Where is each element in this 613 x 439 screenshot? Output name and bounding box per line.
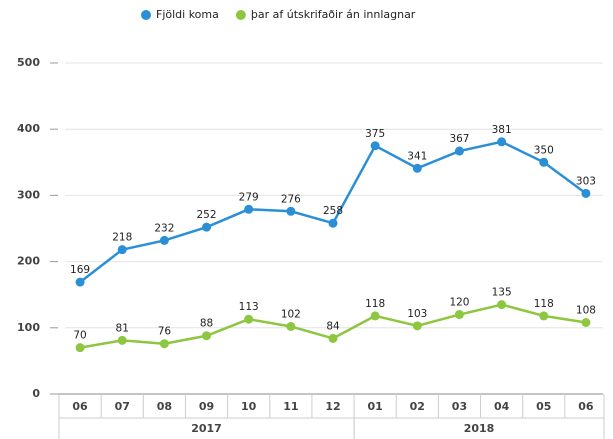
data-label: 118	[534, 298, 554, 310]
data-label: 81	[116, 322, 129, 334]
y-tick-label: 200	[17, 255, 40, 268]
data-point	[286, 321, 296, 331]
x-tick-label: 11	[283, 400, 298, 413]
data-label: 252	[197, 209, 217, 221]
legend-marker	[235, 10, 246, 20]
data-point	[497, 137, 507, 147]
data-point	[454, 146, 464, 156]
x-tick-label: 07	[115, 400, 130, 413]
data-point	[159, 235, 169, 245]
x-tick-label: 09	[199, 400, 214, 413]
data-label: 113	[239, 301, 259, 313]
data-point	[581, 188, 591, 198]
data-label: 84	[326, 320, 340, 332]
data-point	[539, 311, 549, 321]
data-point	[202, 222, 212, 232]
y-tick-label: 0	[32, 387, 40, 400]
data-label: 108	[576, 305, 596, 317]
data-point	[328, 333, 338, 343]
x-tick-label: 06	[578, 400, 594, 413]
x-tick-label: 04	[494, 400, 510, 413]
data-point	[117, 335, 127, 345]
data-point	[370, 311, 380, 321]
y-tick-label: 500	[17, 56, 40, 69]
y-tick-label: 400	[17, 122, 40, 135]
data-label: 350	[534, 144, 554, 156]
data-label: 375	[365, 128, 385, 140]
x-group-label: 2018	[464, 422, 495, 435]
data-label: 70	[73, 330, 86, 342]
data-point	[412, 321, 422, 331]
data-point	[75, 343, 85, 353]
data-point	[328, 218, 338, 228]
data-point	[370, 141, 380, 151]
data-label: 303	[576, 175, 596, 187]
legend-marker	[141, 10, 151, 20]
y-tick-label: 100	[17, 321, 40, 334]
data-label: 135	[492, 287, 512, 299]
data-label: 381	[492, 124, 512, 136]
data-label: 258	[323, 205, 343, 217]
data-point	[244, 314, 254, 324]
data-label: 102	[281, 308, 301, 320]
x-tick-label: 03	[452, 400, 467, 413]
x-tick-label: 05	[536, 400, 551, 413]
x-tick-label: 06	[72, 400, 88, 413]
data-label: 367	[449, 133, 469, 145]
legend-label: þar af útskrifaðir án innlagnar	[251, 8, 416, 21]
data-point	[202, 331, 212, 341]
data-label: 232	[154, 222, 174, 234]
data-point	[497, 300, 507, 310]
data-point	[159, 339, 169, 349]
data-point	[412, 163, 422, 173]
data-label: 88	[200, 318, 213, 330]
data-point	[454, 310, 464, 320]
data-point	[581, 318, 591, 328]
data-label: 279	[239, 191, 259, 203]
data-label: 118	[365, 298, 385, 310]
x-tick-label: 12	[325, 400, 340, 413]
x-tick-label: 02	[410, 400, 425, 413]
data-point	[75, 277, 85, 287]
data-label: 169	[70, 264, 90, 276]
data-label: 76	[158, 326, 172, 338]
data-label: 120	[449, 297, 469, 309]
data-label: 103	[407, 308, 427, 320]
data-point	[286, 206, 296, 216]
data-point	[244, 204, 254, 214]
data-label: 218	[112, 232, 132, 244]
y-tick-label: 300	[17, 188, 40, 201]
data-point	[117, 245, 127, 255]
legend-label: Fjöldi koma	[156, 8, 219, 21]
data-point	[539, 157, 549, 167]
x-tick-label: 08	[157, 400, 172, 413]
x-tick-label: 01	[367, 400, 382, 413]
x-tick-label: 10	[241, 400, 257, 413]
data-label: 276	[281, 193, 301, 205]
data-label: 341	[407, 150, 427, 162]
x-group-label: 2017	[191, 422, 222, 435]
